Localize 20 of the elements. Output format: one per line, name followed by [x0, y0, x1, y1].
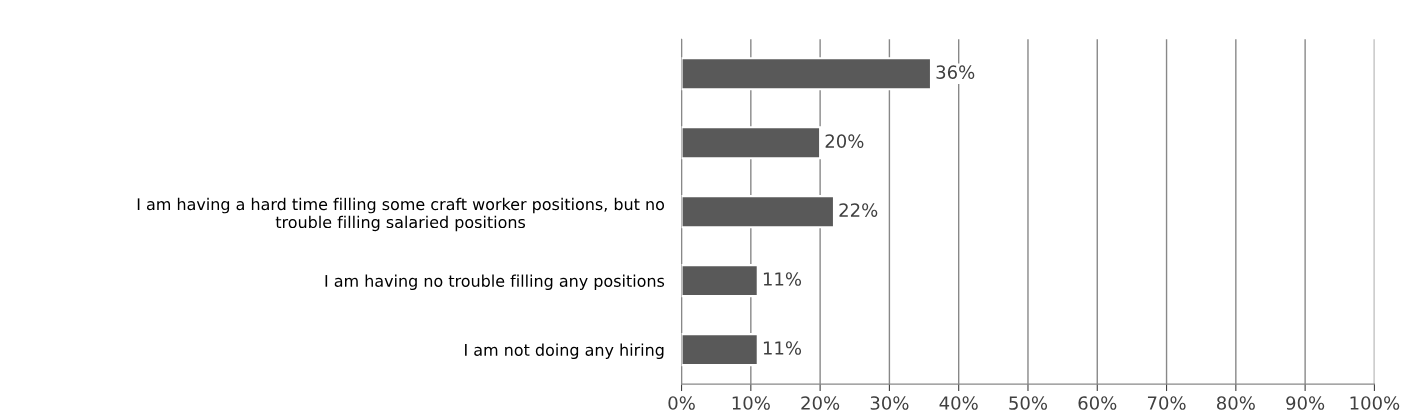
- x-tick-label: 30%: [870, 396, 909, 410]
- y-tick-label: I am having a hard time filling some craft worker positions, but no trouble filling salaried positions: [137, 197, 665, 232]
- x-tick-label: 20%: [801, 396, 840, 410]
- data-label: 36%: [936, 65, 975, 79]
- x-tick-label: 80%: [1216, 396, 1255, 410]
- x-tick-label: 100%: [1350, 396, 1400, 410]
- y-tick-label: I am not doing any hiring: [465, 343, 664, 359]
- data-label: 20%: [825, 134, 864, 148]
- x-tick-label: 10%: [732, 396, 770, 410]
- data-label: 11%: [763, 341, 802, 355]
- data-label: 11%: [763, 272, 802, 286]
- x-tick-label: 50%: [1009, 396, 1048, 410]
- x-tick-label: 70%: [1147, 396, 1186, 410]
- x-tick-label: 90%: [1286, 396, 1325, 410]
- bar: [681, 57, 933, 91]
- x-tick-label: 0%: [668, 396, 695, 410]
- data-label: 22%: [839, 203, 878, 217]
- x-tick-label: 60%: [1078, 396, 1117, 410]
- y-tick-label: I am having no trouble filling any positions: [325, 274, 665, 291]
- x-tick-label: 40%: [939, 396, 978, 410]
